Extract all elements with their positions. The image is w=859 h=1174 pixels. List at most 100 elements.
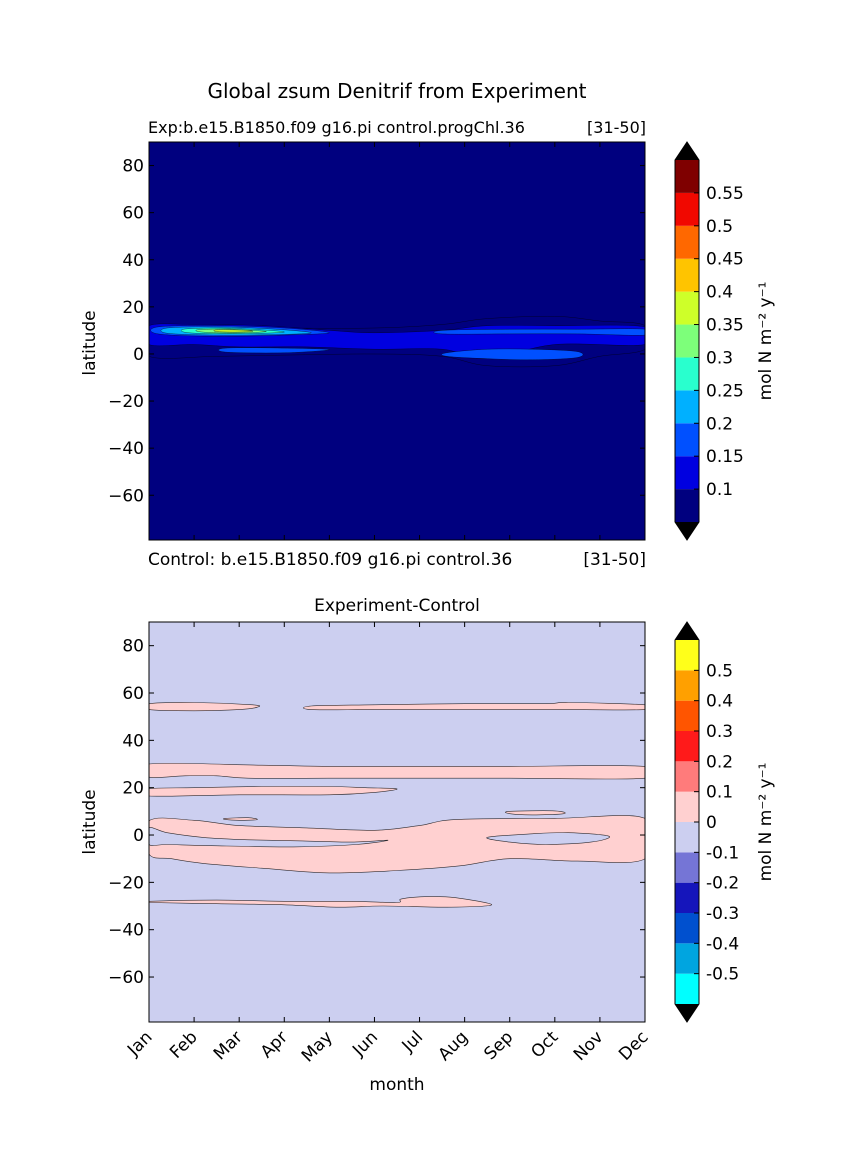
p1-ytick-label: 20 [122,298,144,318]
p2-colorbar-tick-label: -0.4 [706,934,739,954]
p1-colorbar-tick-label: 0.55 [706,184,744,204]
p1-colorbar-tick-label: 0.3 [706,348,733,368]
p2-colorbar-tick-label: 0 [706,813,717,833]
p1-ytick-label: 60 [122,204,144,224]
p2-colorbar-tick-label: 0.5 [706,661,733,681]
p1-colorbar-tick-label: 0.1 [706,480,733,500]
month-tick-label: Aug [435,1027,473,1065]
p2-contour-region-7 [149,896,493,908]
p1-ytick-label: 80 [122,157,144,177]
p2-colorbar-swatch [675,670,699,701]
p1-colorbar-tick-label: 0.5 [706,217,733,237]
panel1-y-axis: 80 60 40 20 0 −20 −40 −60 [108,142,646,540]
panel1-footer-left: Control: b.e15.B1850.f09 g16.pi control.… [148,550,512,570]
p1-colorbar-tick-label: 0.35 [706,316,744,336]
p1-colorbar-tick-label: 0.2 [706,414,733,434]
panel2-colorbar-label: mol N m⁻² y⁻¹ [756,763,776,882]
p2-colorbar-tick-label: -0.2 [706,874,739,894]
p2-colorbar-swatch [675,640,699,671]
month-tick-label: Jun [348,1027,382,1061]
p2-colorbar-swatch [675,761,699,792]
p1-colorbar-swatch [675,291,699,325]
p2-contour-region-2 [149,762,645,780]
p2-contour-region-4 [149,815,645,874]
p1-contour-region-3 [433,328,645,336]
panel2-title: Experiment-Control [314,596,480,616]
p2-colorbar-tick-label: -0.5 [706,965,739,985]
p2-colorbar-swatch [675,913,699,944]
p1-ytick-label: −40 [108,439,144,459]
month-tick-label: Jan [123,1027,156,1060]
p2-colorbar-swatch [675,943,699,974]
p1-colorbar-swatch [675,324,699,358]
p1-frame [148,141,646,541]
p2-colorbar-over-arrow [675,622,699,640]
p1-colorbar-swatch [675,225,699,259]
p1-colorbar-swatch [675,390,699,424]
p1-ytick-label: 0 [133,345,144,365]
p2-contour-region-3 [149,786,398,797]
p1-colorbar-swatch [675,160,699,193]
panel1-colorbar: 0.1 0.15 0.2 0.25 0.3 0.35 0.4 0.45 0.5 0.55 [674,141,744,541]
month-tick-label: Feb [166,1027,201,1062]
p2-ytick-label: 20 [122,779,144,799]
p1-colorbar-tick-label: 0.4 [706,283,733,303]
figure-suptitle: Global zsum Denitrif from Experiment [207,79,586,103]
month-tick-label: Jul [398,1027,427,1056]
p2-colorbar-swatch [675,852,699,883]
p2-colorbar-swatch [675,882,699,913]
p2-ytick-label: −60 [108,968,144,988]
panel1-colorbar-label: mol N m⁻² y⁻¹ [756,282,776,401]
panel2-xlabel: month [369,1075,424,1095]
panel1-plot-area [148,141,646,541]
p1-colorbar-swatch [675,192,699,226]
panel2-colorbar: -0.5 -0.4 -0.3 -0.2 -0.1 0 0.1 0.2 0.3 0.4 0.5 [674,621,739,1023]
month-tick-label: May [298,1027,337,1066]
p1-colorbar-swatch [675,456,699,490]
p2-ytick-label: 40 [122,731,144,751]
p2-contour-region-0 [149,702,261,712]
experiment-panel: Exp:b.e15.B1850.f09 g16.pi control.progC… [80,118,776,570]
panel2-y-axis: 80 60 40 20 0 −20 −40 −60 [108,637,645,988]
p2-contour-region-8 [223,817,258,821]
p1-contour-region-4 [441,348,584,361]
p2-contour-region-1 [303,702,645,711]
month-tick-label: Dec [615,1027,652,1064]
p1-ytick-label: 40 [122,251,144,271]
p2-ytick-label: −40 [108,921,144,941]
p2-ytick-label: 60 [122,684,144,704]
p2-colorbar-tick-label: -0.1 [706,843,739,863]
month-tick-label: Nov [570,1027,608,1065]
p2-contour-region-5 [486,832,610,845]
panel1-ylabel: latitude [80,310,100,375]
p2-contour-region-9 [505,810,566,816]
p1-contour-region-5 [218,347,330,354]
p1-colorbar-tick-label: 0.15 [706,447,744,467]
p2-colorbar-swatch [675,791,699,822]
p2-colorbar-tick-label: -0.3 [706,904,739,924]
month-tick-label: Sep [480,1027,517,1064]
p1-colorbar-swatch [675,423,699,457]
p2-colorbar-swatch [675,731,699,762]
p2-colorbar-swatch [675,822,699,853]
p2-colorbar-tick-label: 0.3 [706,722,733,742]
p2-colorbar-tick-label: 0.2 [706,752,733,772]
p2-colorbar-swatch [675,700,699,731]
difference-panel: Experiment-Control 80 60 40 20 0 −20 −40 −60 Ja… [80,596,776,1095]
p2-colorbar-swatch [675,973,699,1004]
p1-colorbar-over-arrow [675,142,699,160]
p2-frame [148,621,646,1023]
month-tick-label: Mar [210,1027,247,1064]
p1-ytick-label: −60 [108,486,144,506]
p1-colorbar-swatch [675,357,699,391]
p1-colorbar-under-arrow [675,522,699,540]
p2-colorbar-outline [674,621,700,1023]
p2-colorbar-tick-label: 0.1 [706,783,733,803]
p2-colorbar-under-arrow [675,1004,699,1022]
p2-contour-region-6 [149,827,389,848]
month-tick-label: Apr [257,1027,292,1062]
p2-colorbar-tick-label: 0.4 [706,692,733,712]
p2-ytick-label: −20 [108,873,144,893]
p1-colorbar-outline [674,141,700,541]
